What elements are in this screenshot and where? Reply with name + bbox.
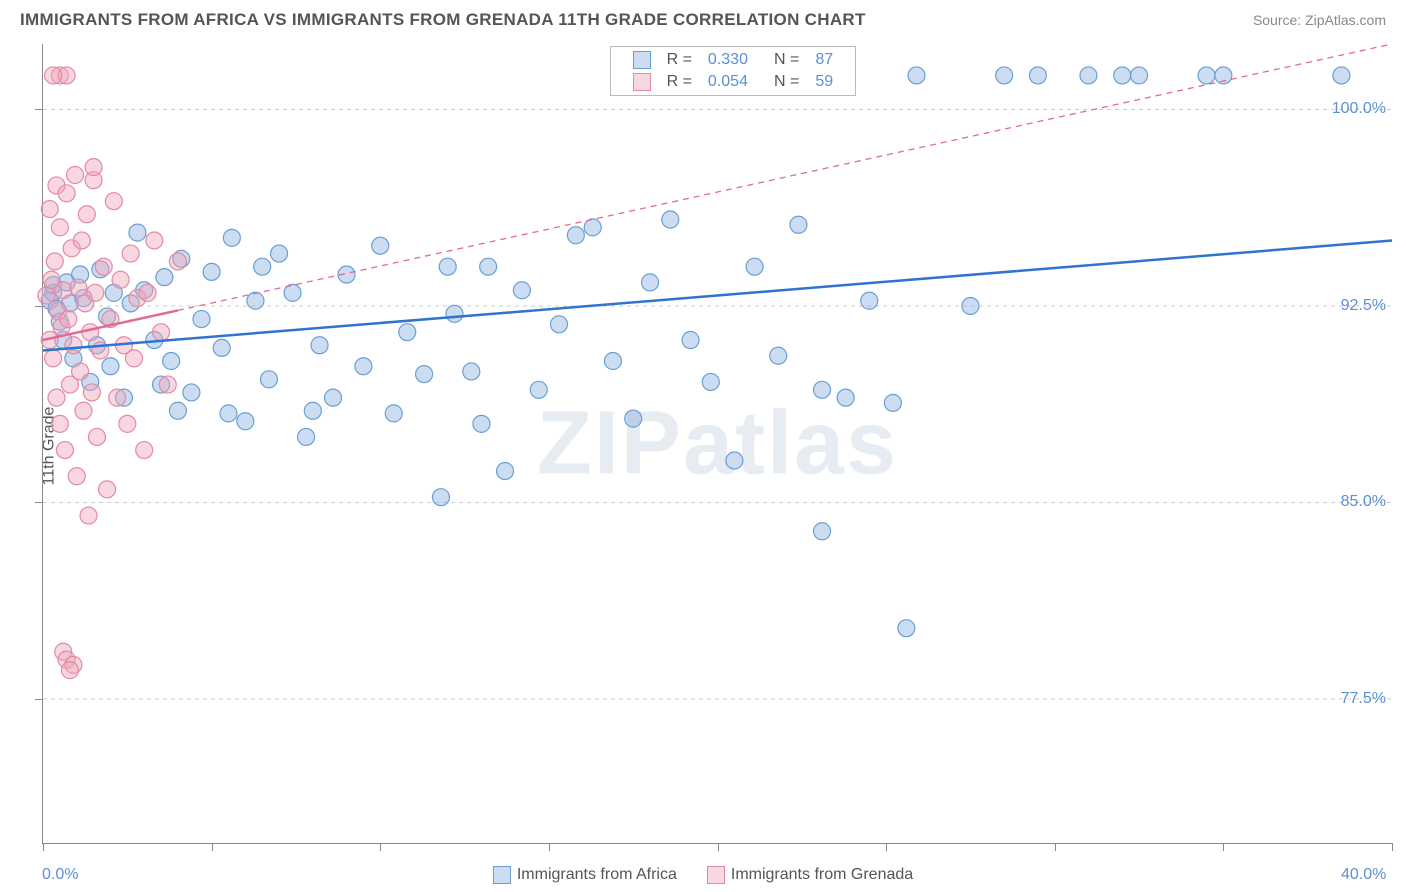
y-tick-label: 92.5%: [1341, 297, 1386, 315]
source-label: Source: ZipAtlas.com: [1253, 12, 1386, 28]
legend-label-grenada: Immigrants from Grenada: [731, 866, 913, 884]
chart-title: IMMIGRANTS FROM AFRICA VS IMMIGRANTS FRO…: [20, 10, 866, 30]
chart-area: ZIPatlas 77.5%85.0%92.5%100.0% R = 0.330…: [42, 44, 1392, 844]
legend-label-africa: Immigrants from Africa: [517, 866, 677, 884]
y-tick-label: 77.5%: [1341, 690, 1386, 708]
legend-item-africa: Immigrants from Africa: [493, 866, 677, 884]
legend-swatch-grenada: [707, 866, 725, 884]
bottom-legend: Immigrants from Africa Immigrants from G…: [0, 866, 1406, 884]
legend-swatch-africa: [493, 866, 511, 884]
legend-item-grenada: Immigrants from Grenada: [707, 866, 913, 884]
y-tick-label: 85.0%: [1341, 493, 1386, 511]
correlation-box: R = 0.330 N = 87 R = 0.054 N = 59: [610, 46, 857, 96]
y-tick-label: 100.0%: [1332, 100, 1386, 118]
x-axis-min-label: 0.0%: [42, 866, 78, 884]
scatter-plot-svg: [43, 44, 1392, 843]
x-axis-max-label: 40.0%: [1341, 866, 1386, 884]
